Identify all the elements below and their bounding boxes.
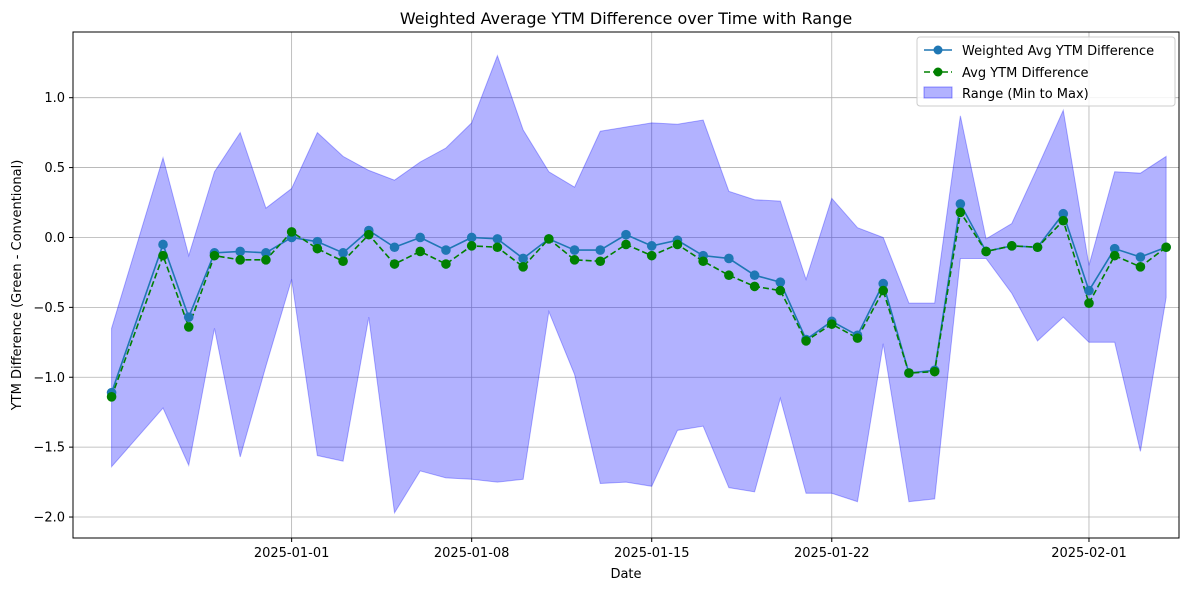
data-point-avg [1007, 241, 1017, 251]
data-point-weighted-avg [724, 253, 734, 264]
data-point-avg [286, 227, 297, 237]
data-point-avg [209, 250, 220, 261]
data-point-weighted-avg [955, 199, 966, 209]
data-point-avg [338, 256, 348, 267]
legend-swatch-range [923, 86, 953, 99]
x-axis-label: Date [610, 567, 641, 582]
data-point-weighted-avg [235, 246, 245, 257]
y-axis-ticks: −2.0 −1.5 −1.0 −0.5 0.0 0.5 1.0 [33, 91, 73, 526]
data-point-avg [904, 368, 914, 378]
data-point-weighted-avg [518, 253, 528, 264]
data-point-avg [492, 242, 503, 253]
data-point-weighted-avg [1058, 208, 1069, 219]
data-point-avg [1135, 262, 1146, 272]
x-tick-label: 2025-01-15 [614, 546, 690, 561]
data-point-weighted-avg [158, 239, 168, 250]
y-tick-label: −0.5 [33, 301, 65, 316]
data-point-avg [929, 366, 940, 377]
y-tick-label: 0.5 [44, 161, 65, 176]
gridlines [73, 32, 1179, 538]
data-point-avg [518, 262, 528, 272]
series-points-layer [106, 199, 1171, 402]
y-tick-label: 0.0 [44, 231, 65, 246]
data-point-weighted-avg [389, 242, 400, 253]
data-point-weighted-avg [441, 245, 451, 255]
data-point-avg [775, 285, 786, 296]
data-point-weighted-avg [1084, 285, 1094, 296]
data-point-avg [1109, 250, 1120, 261]
x-tick-label: 2025-02-01 [1051, 546, 1127, 561]
data-point-avg [826, 319, 837, 329]
data-point-weighted-avg [749, 270, 760, 281]
data-point-weighted-avg [595, 245, 606, 255]
data-point-weighted-avg [569, 245, 580, 255]
x-tick-label: 2025-01-08 [434, 546, 510, 561]
y-axis-label: YTM Difference (Green - Conventional) [10, 160, 25, 412]
data-point-avg [852, 333, 863, 343]
data-point-avg [363, 229, 374, 240]
data-point-weighted-avg [183, 312, 194, 322]
data-point-avg [235, 255, 245, 265]
legend: Weighted Avg YTM Difference Avg YTM Diff… [916, 36, 1176, 107]
data-point-avg [955, 207, 966, 218]
y-tick-label: −2.0 [33, 511, 65, 526]
data-point-weighted-avg [466, 232, 477, 243]
x-axis-ticks: 2025-01-01 2025-01-08 2025-01-15 2025-01-22… [254, 538, 1127, 561]
range-band-layer [111, 54, 1167, 515]
data-point-avg [621, 239, 631, 250]
data-point-weighted-avg [878, 278, 889, 289]
data-point-avg [1084, 298, 1094, 308]
range-band [111, 54, 1167, 515]
legend-label-avg: Avg YTM Difference [962, 66, 1088, 81]
data-point-weighted-avg [1135, 252, 1146, 262]
plot-area-frame [72, 31, 1180, 539]
data-point-weighted-avg [646, 241, 657, 251]
data-point-avg [646, 250, 657, 261]
data-point-weighted-avg [415, 232, 426, 243]
chart-title: Weighted Average YTM Difference over Tim… [400, 9, 852, 28]
data-point-avg [158, 250, 168, 261]
data-point-avg [183, 322, 194, 332]
data-point-avg [544, 234, 554, 244]
data-point-avg [569, 255, 580, 265]
data-point-weighted-avg [338, 248, 348, 258]
data-point-weighted-avg [492, 234, 503, 244]
data-point-avg [261, 255, 271, 265]
data-point-avg [724, 270, 734, 281]
legend-frame [916, 36, 1176, 107]
data-point-avg [1161, 242, 1171, 253]
data-point-avg [698, 256, 708, 267]
y-tick-label: 1.0 [44, 91, 65, 106]
data-point-avg [389, 259, 400, 269]
data-point-avg [1032, 242, 1043, 253]
data-point-avg [1058, 215, 1069, 226]
data-point-weighted-avg [261, 248, 271, 258]
data-point-avg [749, 281, 760, 292]
data-point-avg [878, 285, 889, 296]
legend-label-range: Range (Min to Max) [962, 87, 1089, 102]
x-tick-label: 2025-01-22 [794, 546, 870, 561]
y-tick-label: −1.0 [33, 371, 65, 386]
y-tick-label: −1.5 [33, 441, 65, 456]
data-point-avg [466, 241, 477, 251]
data-point-avg [981, 246, 991, 257]
data-point-avg [801, 336, 811, 346]
data-point-weighted-avg [312, 236, 323, 247]
legend-swatch-avg-marker [933, 67, 943, 77]
data-point-avg [441, 259, 451, 269]
data-point-avg [672, 239, 683, 250]
data-point-weighted-avg [621, 229, 631, 240]
data-point-weighted-avg [775, 277, 786, 288]
legend-label-weighted-avg: Weighted Avg YTM Difference [962, 44, 1154, 59]
data-point-avg [595, 256, 606, 267]
data-point-weighted-avg [1109, 243, 1120, 254]
data-point-avg [312, 243, 323, 254]
legend-swatch-weighted-avg-marker [933, 45, 943, 55]
data-point-avg [415, 246, 426, 257]
data-point-avg [106, 392, 117, 402]
x-tick-label: 2025-01-01 [254, 546, 330, 561]
